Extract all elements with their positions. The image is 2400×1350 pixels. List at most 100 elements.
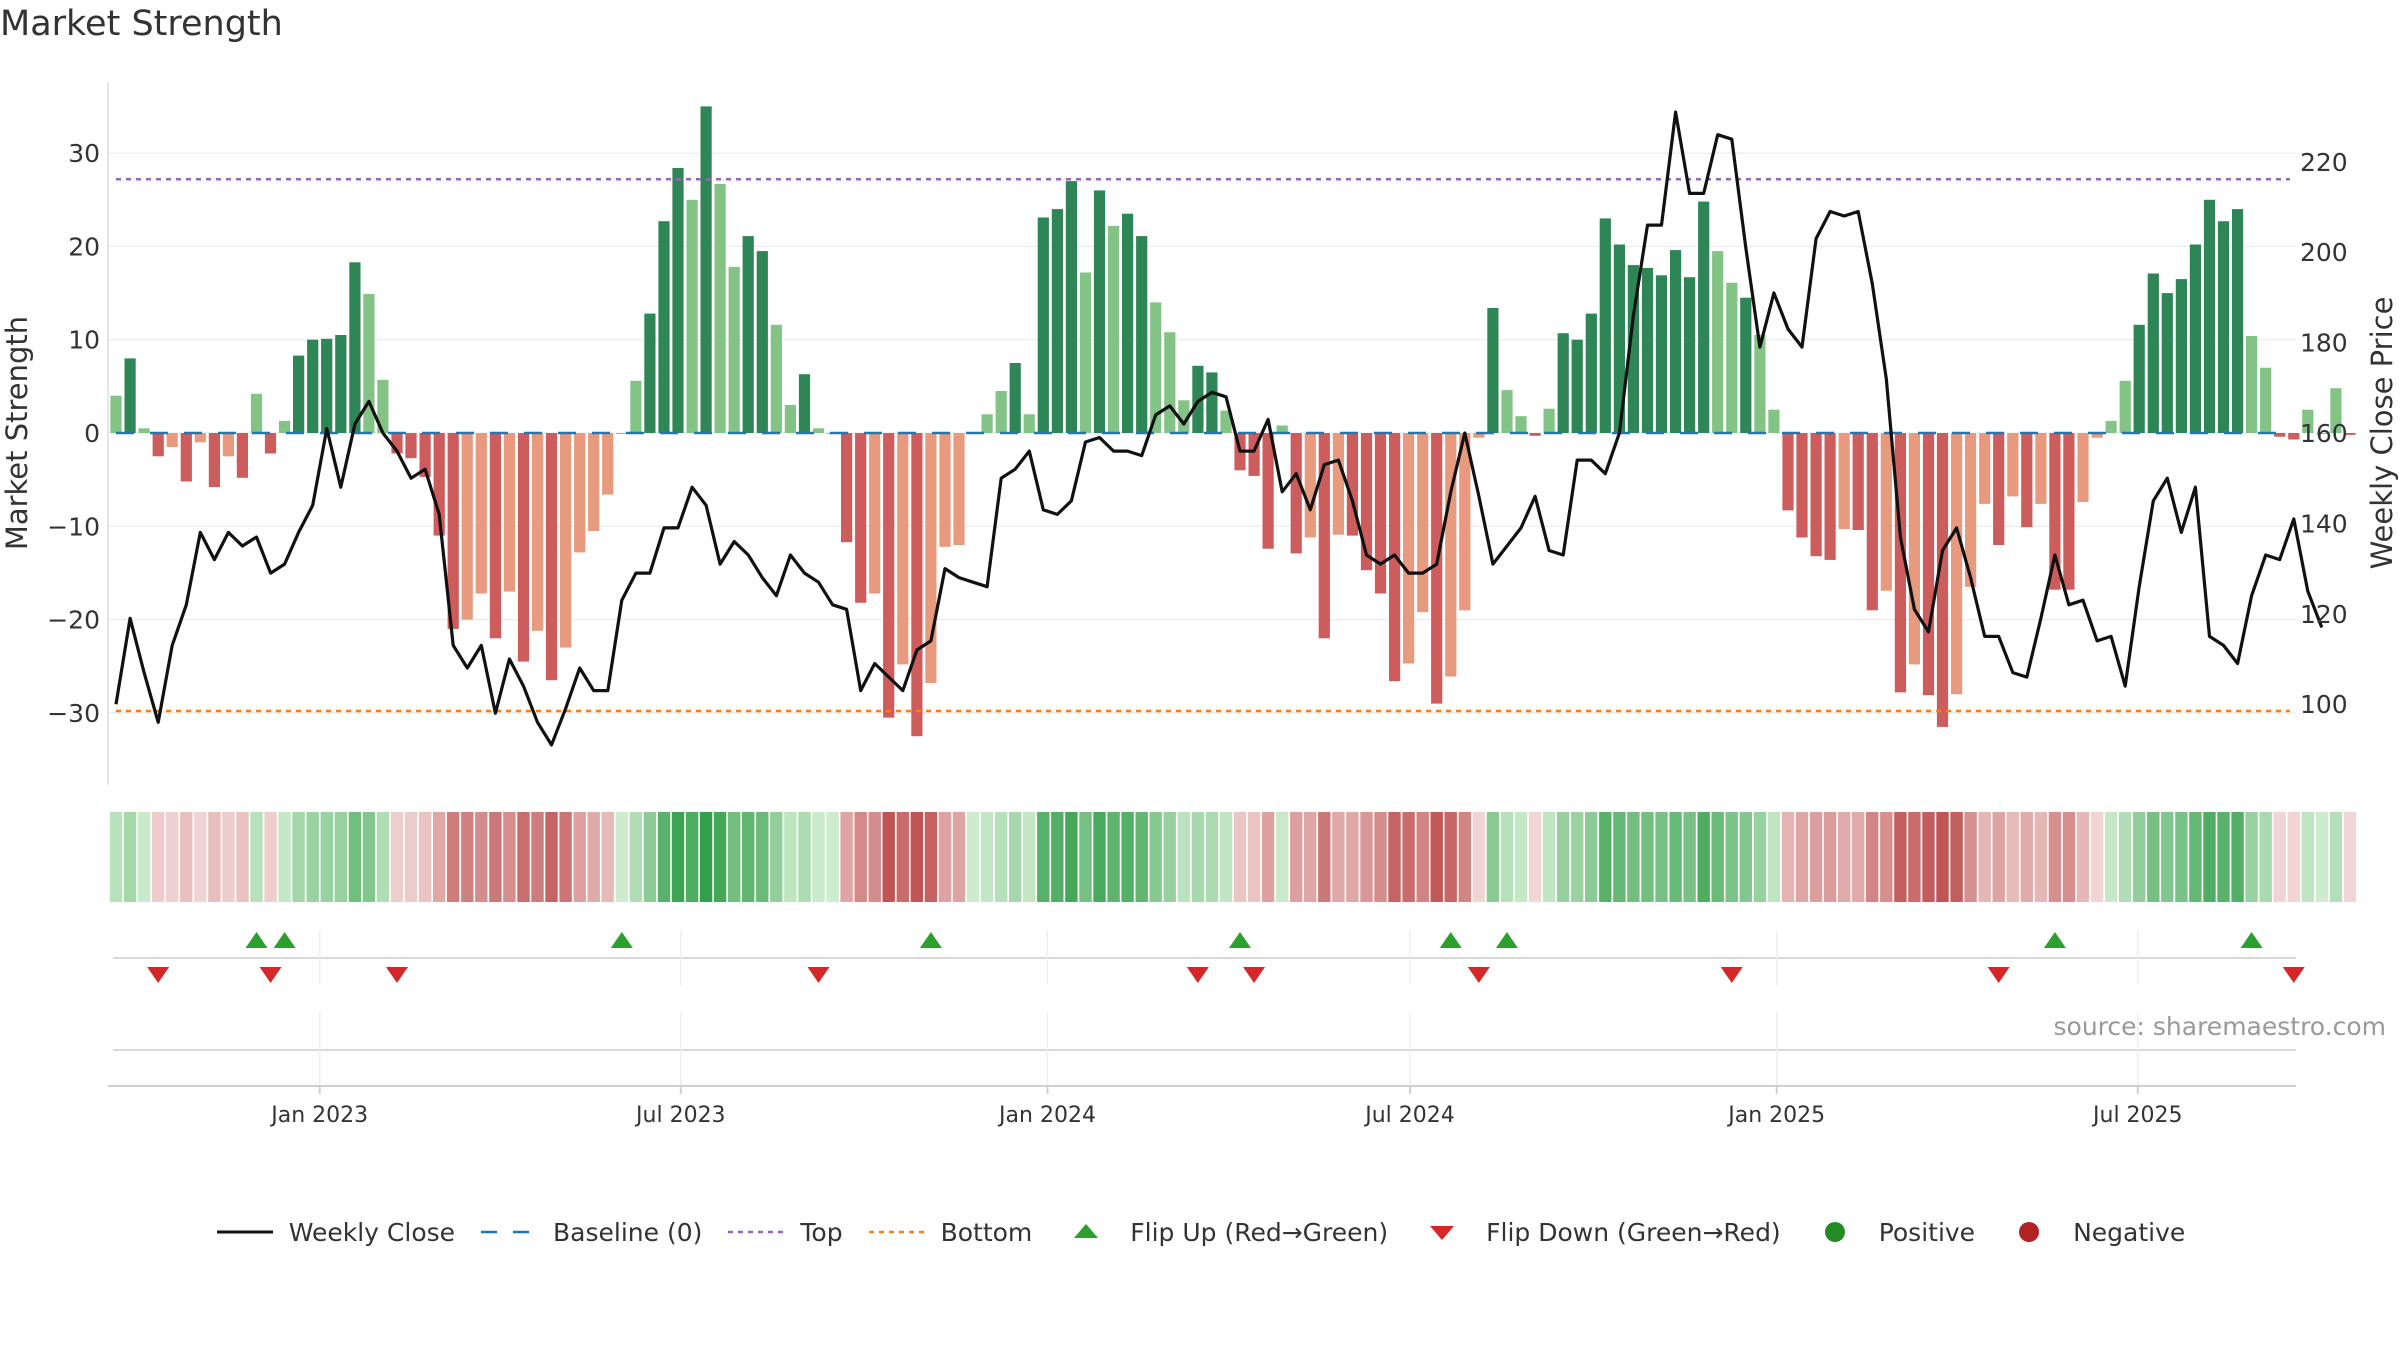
- heat-cell: [1838, 812, 1851, 902]
- heat-cell: [1430, 812, 1443, 902]
- heat-cell: [1894, 812, 1907, 902]
- strength-bar: [1585, 313, 1597, 433]
- strength-bar: [1023, 414, 1035, 433]
- heat-cell: [1360, 812, 1373, 902]
- heat-cell: [1950, 812, 1963, 902]
- strength-bar: [1304, 433, 1316, 538]
- heat-cell: [2217, 812, 2230, 902]
- strength-bar: [2091, 433, 2103, 438]
- legend-swatch: [481, 1230, 538, 1234]
- strength-bar: [264, 433, 277, 454]
- legend-item-flip-up[interactable]: Flip Up (Red→Green): [1056, 1218, 1388, 1247]
- heat-cell: [433, 812, 446, 902]
- strength-bar: [714, 183, 726, 433]
- strength-bar: [1866, 433, 1878, 611]
- heat-cell: [938, 812, 952, 902]
- heat-cell: [2287, 812, 2300, 902]
- strength-bar: [855, 433, 867, 603]
- heat-cell: [2273, 812, 2286, 902]
- heat-cell: [278, 812, 291, 902]
- strength-bar: [208, 433, 220, 488]
- strength-bar: [1655, 275, 1668, 433]
- strength-bar: [2077, 433, 2089, 502]
- strength-bar: [2260, 367, 2272, 433]
- strength-bar: [1150, 302, 1162, 433]
- strength-bar: [363, 294, 375, 433]
- flip-up-marker: [2043, 932, 2066, 948]
- y2-tick-label: 100: [2300, 690, 2348, 719]
- weekly-close-line: [114, 110, 2324, 747]
- strength-bar: [588, 433, 600, 531]
- legend-item-baseline[interactable]: Baseline (0): [479, 1218, 702, 1247]
- strength-bar: [602, 433, 614, 495]
- strength-bar: [405, 433, 417, 459]
- heat-cell: [671, 812, 685, 902]
- strength-bar: [1698, 201, 1710, 433]
- heat-cell: [1261, 812, 1275, 902]
- strength-bar: [1360, 433, 1373, 571]
- heat-cell: [404, 812, 418, 902]
- heat-cell: [1205, 812, 1219, 902]
- y2-tick-label: 120: [2300, 600, 2348, 629]
- y2-tick-label: 220: [2300, 148, 2348, 177]
- heat-cell: [587, 812, 600, 902]
- strength-bar: [560, 433, 572, 648]
- strength-bar: [2302, 409, 2314, 433]
- heat-cell: [812, 812, 825, 902]
- heat-cell: [2062, 812, 2076, 902]
- heat-cell: [222, 812, 235, 902]
- strength-bar: [447, 433, 459, 629]
- heat-cell: [2133, 812, 2146, 902]
- heat-cell: [2301, 812, 2314, 902]
- weekly-close-line: [114, 110, 2324, 747]
- heat-cell: [657, 812, 671, 902]
- y-tick-label: −10: [47, 512, 100, 541]
- heat-cell: [2034, 812, 2048, 902]
- flip-up-marker: [1229, 932, 1251, 948]
- legend-item-close[interactable]: Weekly Close: [215, 1218, 455, 1247]
- legend-swatch: [2019, 1222, 2040, 1242]
- strength-bar: [2189, 244, 2201, 433]
- strength-bar: [1178, 400, 1190, 433]
- y-tick-label: 20: [68, 232, 100, 261]
- heat-cell: [2161, 812, 2174, 902]
- strength-bar: [293, 355, 305, 433]
- heat-cell: [2245, 812, 2258, 902]
- strength-bar: [307, 339, 319, 433]
- heat-cell: [784, 812, 797, 902]
- strength-bar: [1473, 433, 1485, 438]
- strength-bar: [1641, 267, 1654, 433]
- heat-cell: [1458, 812, 1471, 902]
- heat-cell: [320, 812, 333, 902]
- heat-cell: [1009, 812, 1022, 902]
- heat-cell: [1514, 812, 1528, 902]
- legend-item-negative[interactable]: Negative: [1999, 1218, 2185, 1247]
- y2-tick-label: 180: [2300, 329, 2348, 358]
- legend-item-positive[interactable]: Positive: [1805, 1218, 1975, 1247]
- strength-bar: [2119, 380, 2131, 433]
- heat-cell: [123, 812, 137, 902]
- flip-up-marker: [1495, 932, 1518, 948]
- strength-bar: [939, 433, 951, 547]
- chart-title: Market Strength: [0, 4, 283, 44]
- heat-cell: [2076, 812, 2090, 902]
- flip-down-marker: [2282, 967, 2305, 983]
- strength-bar: [545, 433, 558, 681]
- legend-item-top[interactable]: Top: [726, 1218, 843, 1247]
- heat-cell: [362, 812, 376, 902]
- strength-bar: [1936, 433, 1949, 727]
- strength-bar: [1613, 244, 1625, 433]
- legend-item-flip-down[interactable]: Flip Down (Green→Red): [1412, 1218, 1781, 1247]
- heat-cell: [1978, 812, 1991, 902]
- heat-cell: [376, 812, 390, 902]
- strength-bar: [503, 433, 515, 592]
- heat-cell: [236, 812, 249, 902]
- heat-cell: [713, 812, 727, 902]
- flip-down-marker: [1987, 967, 2010, 983]
- legend-item-bottom[interactable]: Bottom: [867, 1218, 1032, 1247]
- strength-bar: [433, 433, 445, 536]
- heat-cell: [1964, 812, 1977, 902]
- heat-cell: [1781, 812, 1795, 902]
- strength-bar: [812, 428, 825, 433]
- strength-bar: [981, 414, 993, 433]
